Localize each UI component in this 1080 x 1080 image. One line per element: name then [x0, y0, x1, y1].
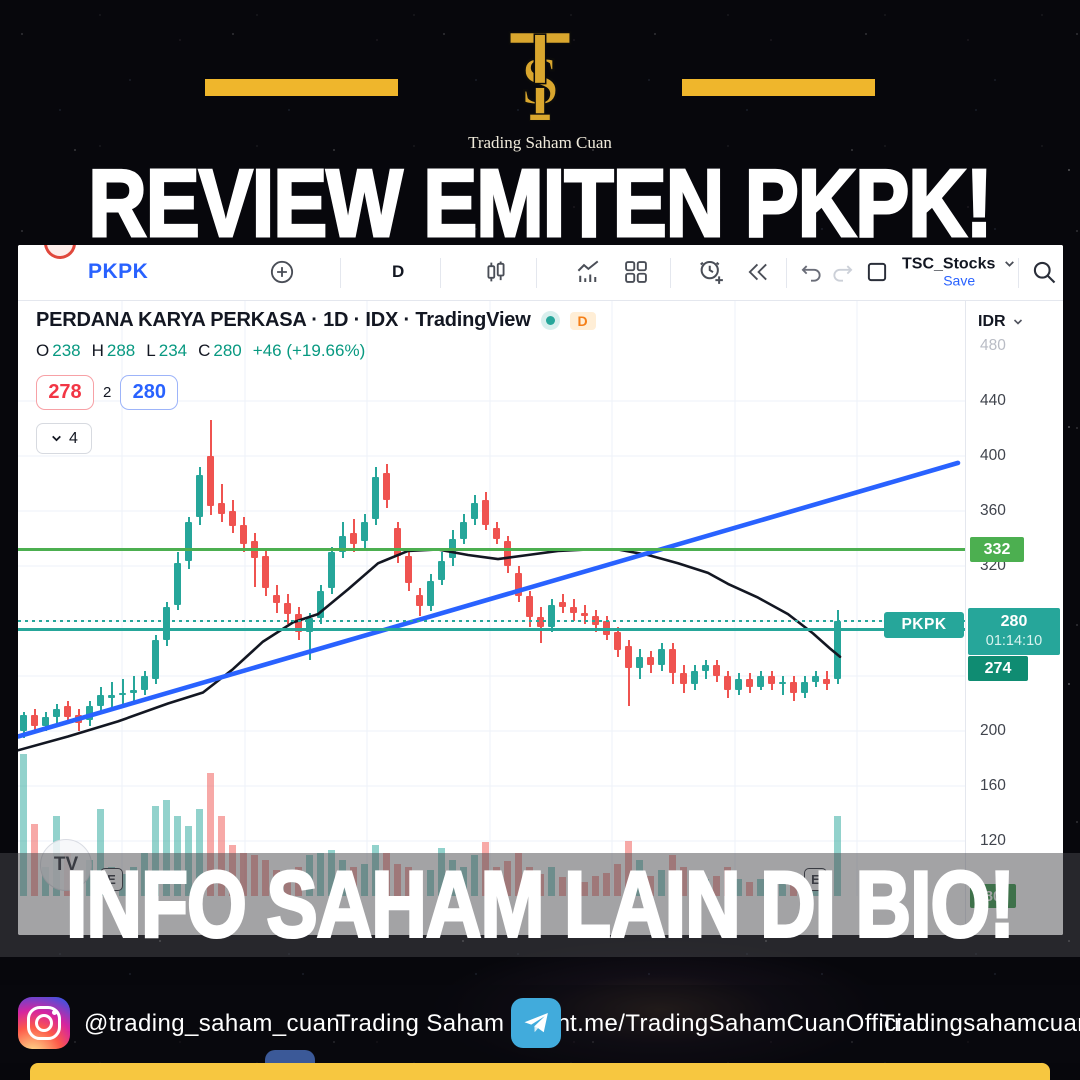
toolbar-separator — [670, 258, 671, 288]
price-tick-label: 480 — [980, 337, 1006, 354]
toolbar-separator — [536, 258, 537, 288]
price-tick-label: 400 — [980, 447, 1006, 464]
symbol-title[interactable]: PERDANA KARYA PERKASA · 1D · IDX · Tradi… — [36, 309, 531, 331]
telegram-icon[interactable] — [511, 998, 561, 1048]
market-status-icon[interactable] — [540, 311, 560, 330]
toolbar-separator — [340, 258, 341, 288]
gold-divider-right — [682, 79, 875, 96]
price-tick-label: 440 — [980, 392, 1006, 409]
layout-name-menu[interactable]: TSC_Stocks Save — [902, 256, 1016, 289]
spread-value: 2 — [103, 384, 112, 401]
chevron-down-icon — [1013, 319, 1022, 325]
chart-legend: PERDANA KARYA PERKASA · 1D · IDX · Tradi… — [36, 309, 596, 454]
headline-title: REVIEW EMITEN PKPK! — [87, 150, 994, 259]
candles-style-icon[interactable] — [482, 258, 510, 286]
instagram-handle[interactable]: @trading_saham_cuan — [84, 1010, 341, 1037]
price-axis[interactable]: IDR 480440400360320240200160120 332 280 … — [965, 301, 1063, 935]
instagram-icon[interactable] — [18, 997, 70, 1049]
indicators-count: 4 — [69, 429, 78, 447]
currency-selector[interactable]: IDR — [978, 313, 1024, 331]
brand-name: Trading Saham Cuan — [468, 133, 612, 152]
undo-icon[interactable] — [798, 259, 824, 285]
tradingview-window: PKP PKPK D — [18, 245, 1063, 935]
close-value: 280 — [213, 341, 242, 360]
chart-body: PKPK EE TV PERDANA KARYA PERKASA · 1D · … — [18, 301, 1063, 935]
interval-button[interactable]: D — [392, 262, 405, 281]
gold-divider-left — [205, 79, 398, 96]
price-tick-label: 160 — [980, 777, 1006, 794]
ohlc-row: O 238 H 288 L 234 C 280 +46 (+19.66%) — [36, 341, 366, 360]
price-tick-label: 360 — [980, 502, 1006, 519]
redo-icon[interactable] — [830, 259, 856, 285]
stockbit-handle[interactable]: Tradingsahamcuan — [880, 1010, 1080, 1037]
indicators-collapse-button[interactable]: 4 — [36, 423, 92, 454]
indicators-icon[interactable] — [574, 257, 604, 287]
bottom-accent-bar — [30, 1063, 1050, 1080]
gear-icon[interactable] — [1061, 257, 1063, 287]
bar-countdown: 01:14:10 — [985, 633, 1043, 650]
alert-plus-icon[interactable] — [696, 257, 726, 287]
save-button[interactable]: Save — [943, 272, 976, 289]
chevron-down-icon — [52, 435, 61, 442]
toolbar-separator — [786, 258, 787, 288]
compare-plus-icon[interactable] — [268, 258, 296, 286]
search-icon[interactable] — [1030, 258, 1058, 286]
resistance-price-badge: 332 — [970, 537, 1024, 562]
telegram-handle[interactable]: t.me/TradingSahamCuanOfficial — [570, 1010, 922, 1037]
low-value: 234 — [158, 341, 188, 360]
bid-button[interactable]: 278 — [36, 375, 94, 410]
ts-monogram-icon: S — [508, 31, 572, 122]
open-value: 238 — [52, 341, 81, 360]
chart-pane[interactable]: PKPK EE TV PERDANA KARYA PERKASA · 1D · … — [18, 301, 965, 896]
fullscreen-square-icon[interactable] — [864, 259, 890, 285]
replay-icon[interactable] — [744, 258, 772, 286]
social-bar: @trading_saham_cuan f Trading Saham Cuan… — [0, 985, 1080, 1080]
symbol-button[interactable]: PKPK — [88, 260, 149, 283]
overlay-banner-text: INFO SAHAM LAIN DI BIO! — [65, 850, 1017, 958]
toolbar-separator — [440, 258, 441, 288]
interval-badge[interactable]: D — [569, 311, 596, 330]
overlay-banner: INFO SAHAM LAIN DI BIO! — [0, 850, 1080, 958]
layout-grid-icon[interactable] — [622, 258, 650, 286]
price-tick-label: 120 — [980, 832, 1006, 849]
last-price-badge: 280 01:14:10 — [968, 608, 1060, 655]
toolbar-separator — [1018, 258, 1019, 288]
high-value: 288 — [106, 341, 136, 360]
change-value: +46 (+19.66%) — [252, 341, 366, 360]
price-tick-label: 200 — [980, 722, 1006, 739]
support-price-badge: 274 — [968, 656, 1028, 681]
ask-button[interactable]: 280 — [120, 375, 179, 410]
brand-logo: S Trading Saham Cuan — [465, 28, 615, 153]
bid-ask-row: 278 2 280 — [36, 375, 596, 410]
chevron-down-icon — [1005, 261, 1015, 268]
